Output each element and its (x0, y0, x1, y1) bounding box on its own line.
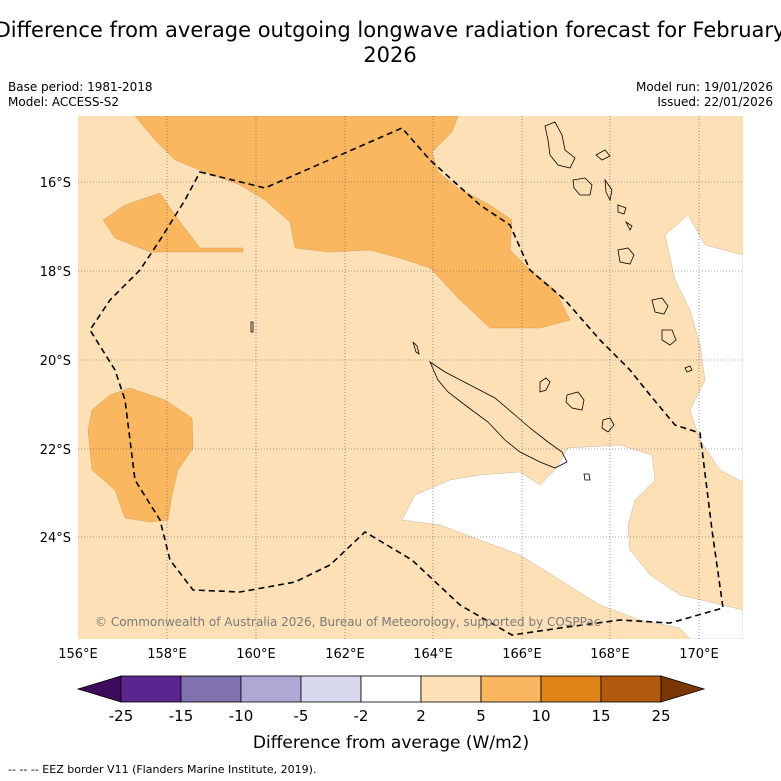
colorbar-label: 25 (651, 707, 670, 725)
graticule (78, 116, 743, 639)
vanuatu-malakula (572, 177, 593, 196)
colorbar-label: 5 (476, 707, 486, 725)
colorbar-label: 2 (416, 707, 426, 725)
colorbar-label: -2 (354, 707, 369, 725)
vanuatu-tanna (661, 329, 677, 346)
lon-tick: 162°E (325, 647, 365, 662)
lon-tick: 170°E (679, 647, 719, 662)
coastlines (250, 121, 693, 481)
lat-tick: 20°S (40, 354, 71, 369)
colorbar-swatch (180, 675, 242, 703)
model-run: Model run: 19/01/2026 (635, 80, 773, 94)
new-caledonia (429, 360, 568, 469)
vanuatu-epi (624, 220, 633, 231)
meta-left: Base period: 1981-2018 Model: ACCESS-S2 (8, 80, 153, 110)
vanuatu-efate (617, 247, 635, 265)
anomaly-5-10-north (134, 116, 571, 329)
islet-w1 (250, 321, 254, 333)
lon-tick: 166°E (502, 647, 542, 662)
colorbar-swatch (540, 675, 602, 703)
lat-tick-labels: 16°S 18°S 20°S 22°S 24°S (40, 176, 71, 546)
meta-right: Model run: 19/01/2026 Issued: 22/01/2026 (636, 80, 773, 110)
eez-border (89, 127, 724, 636)
lon-tick: 158°E (147, 647, 187, 662)
colorbar-swatch (600, 675, 662, 703)
base-period: Base period: 1981-2018 (8, 80, 153, 94)
vanuatu-pentecost (604, 178, 613, 202)
loyalty-ouvea (539, 377, 551, 393)
colorbar-extend-high (660, 675, 706, 703)
colorbar-label: 15 (591, 707, 610, 725)
anomaly-neutral-east (664, 214, 743, 483)
vanuatu-erromango (651, 297, 669, 315)
colorbar-swatch (360, 675, 422, 703)
anomaly-field (78, 116, 743, 639)
colorbar-label: -25 (109, 707, 134, 725)
issued-date: Issued: 22/01/2026 (657, 95, 773, 109)
lon-tick: 156°E (58, 647, 98, 662)
islet-nw (412, 341, 420, 355)
vanuatu-banks (595, 149, 611, 161)
colorbar-swatch (420, 675, 482, 703)
loyalty-mare (601, 417, 615, 433)
colorbar-label: 10 (531, 707, 550, 725)
anomaly-5-10-west (102, 192, 244, 253)
isle-of-pines (583, 473, 591, 481)
colorbar-axis-label: Difference from average (W/m2) (253, 733, 529, 753)
colorbar-label: -10 (229, 707, 254, 725)
lon-tick: 164°E (413, 647, 453, 662)
colorbar-swatch (480, 675, 542, 703)
anomaly-neutral-south (401, 444, 743, 639)
lat-tick: 24°S (40, 531, 71, 546)
colorbar-extend-low (76, 675, 122, 703)
lon-tick: 160°E (236, 647, 276, 662)
lat-tick: 22°S (40, 443, 71, 458)
colorbar-swatch (120, 675, 182, 703)
colorbar-label: -5 (294, 707, 309, 725)
colorbar-swatch (240, 675, 302, 703)
vanuatu-espiritu-santo (544, 121, 576, 169)
model-name: Model: ACCESS-S2 (8, 95, 120, 109)
map-copyright: © Commonwealth of Australia 2026, Bureau… (95, 615, 600, 629)
eez-footnote: -- -- -- EEZ border V11 (Flanders Marine… (8, 763, 317, 776)
vanuatu-ambrym (617, 204, 627, 215)
lon-tick: 168°E (590, 647, 630, 662)
map-title: Difference from average outgoing longwav… (0, 18, 781, 67)
lon-tick-labels: 156°E 158°E 160°E 162°E 164°E 166°E 168°… (58, 647, 719, 662)
colorbar-swatch (300, 675, 362, 703)
lat-tick: 18°S (40, 265, 71, 280)
lat-tick: 16°S (40, 176, 71, 191)
colorbar-labels: -25 -15 -10 -5 -2 2 5 10 15 25 (109, 707, 671, 725)
vanuatu-aneityum (684, 365, 693, 373)
loyalty-lifou (565, 391, 585, 411)
colorbar-label: -15 (169, 707, 194, 725)
colorbar (76, 675, 706, 703)
